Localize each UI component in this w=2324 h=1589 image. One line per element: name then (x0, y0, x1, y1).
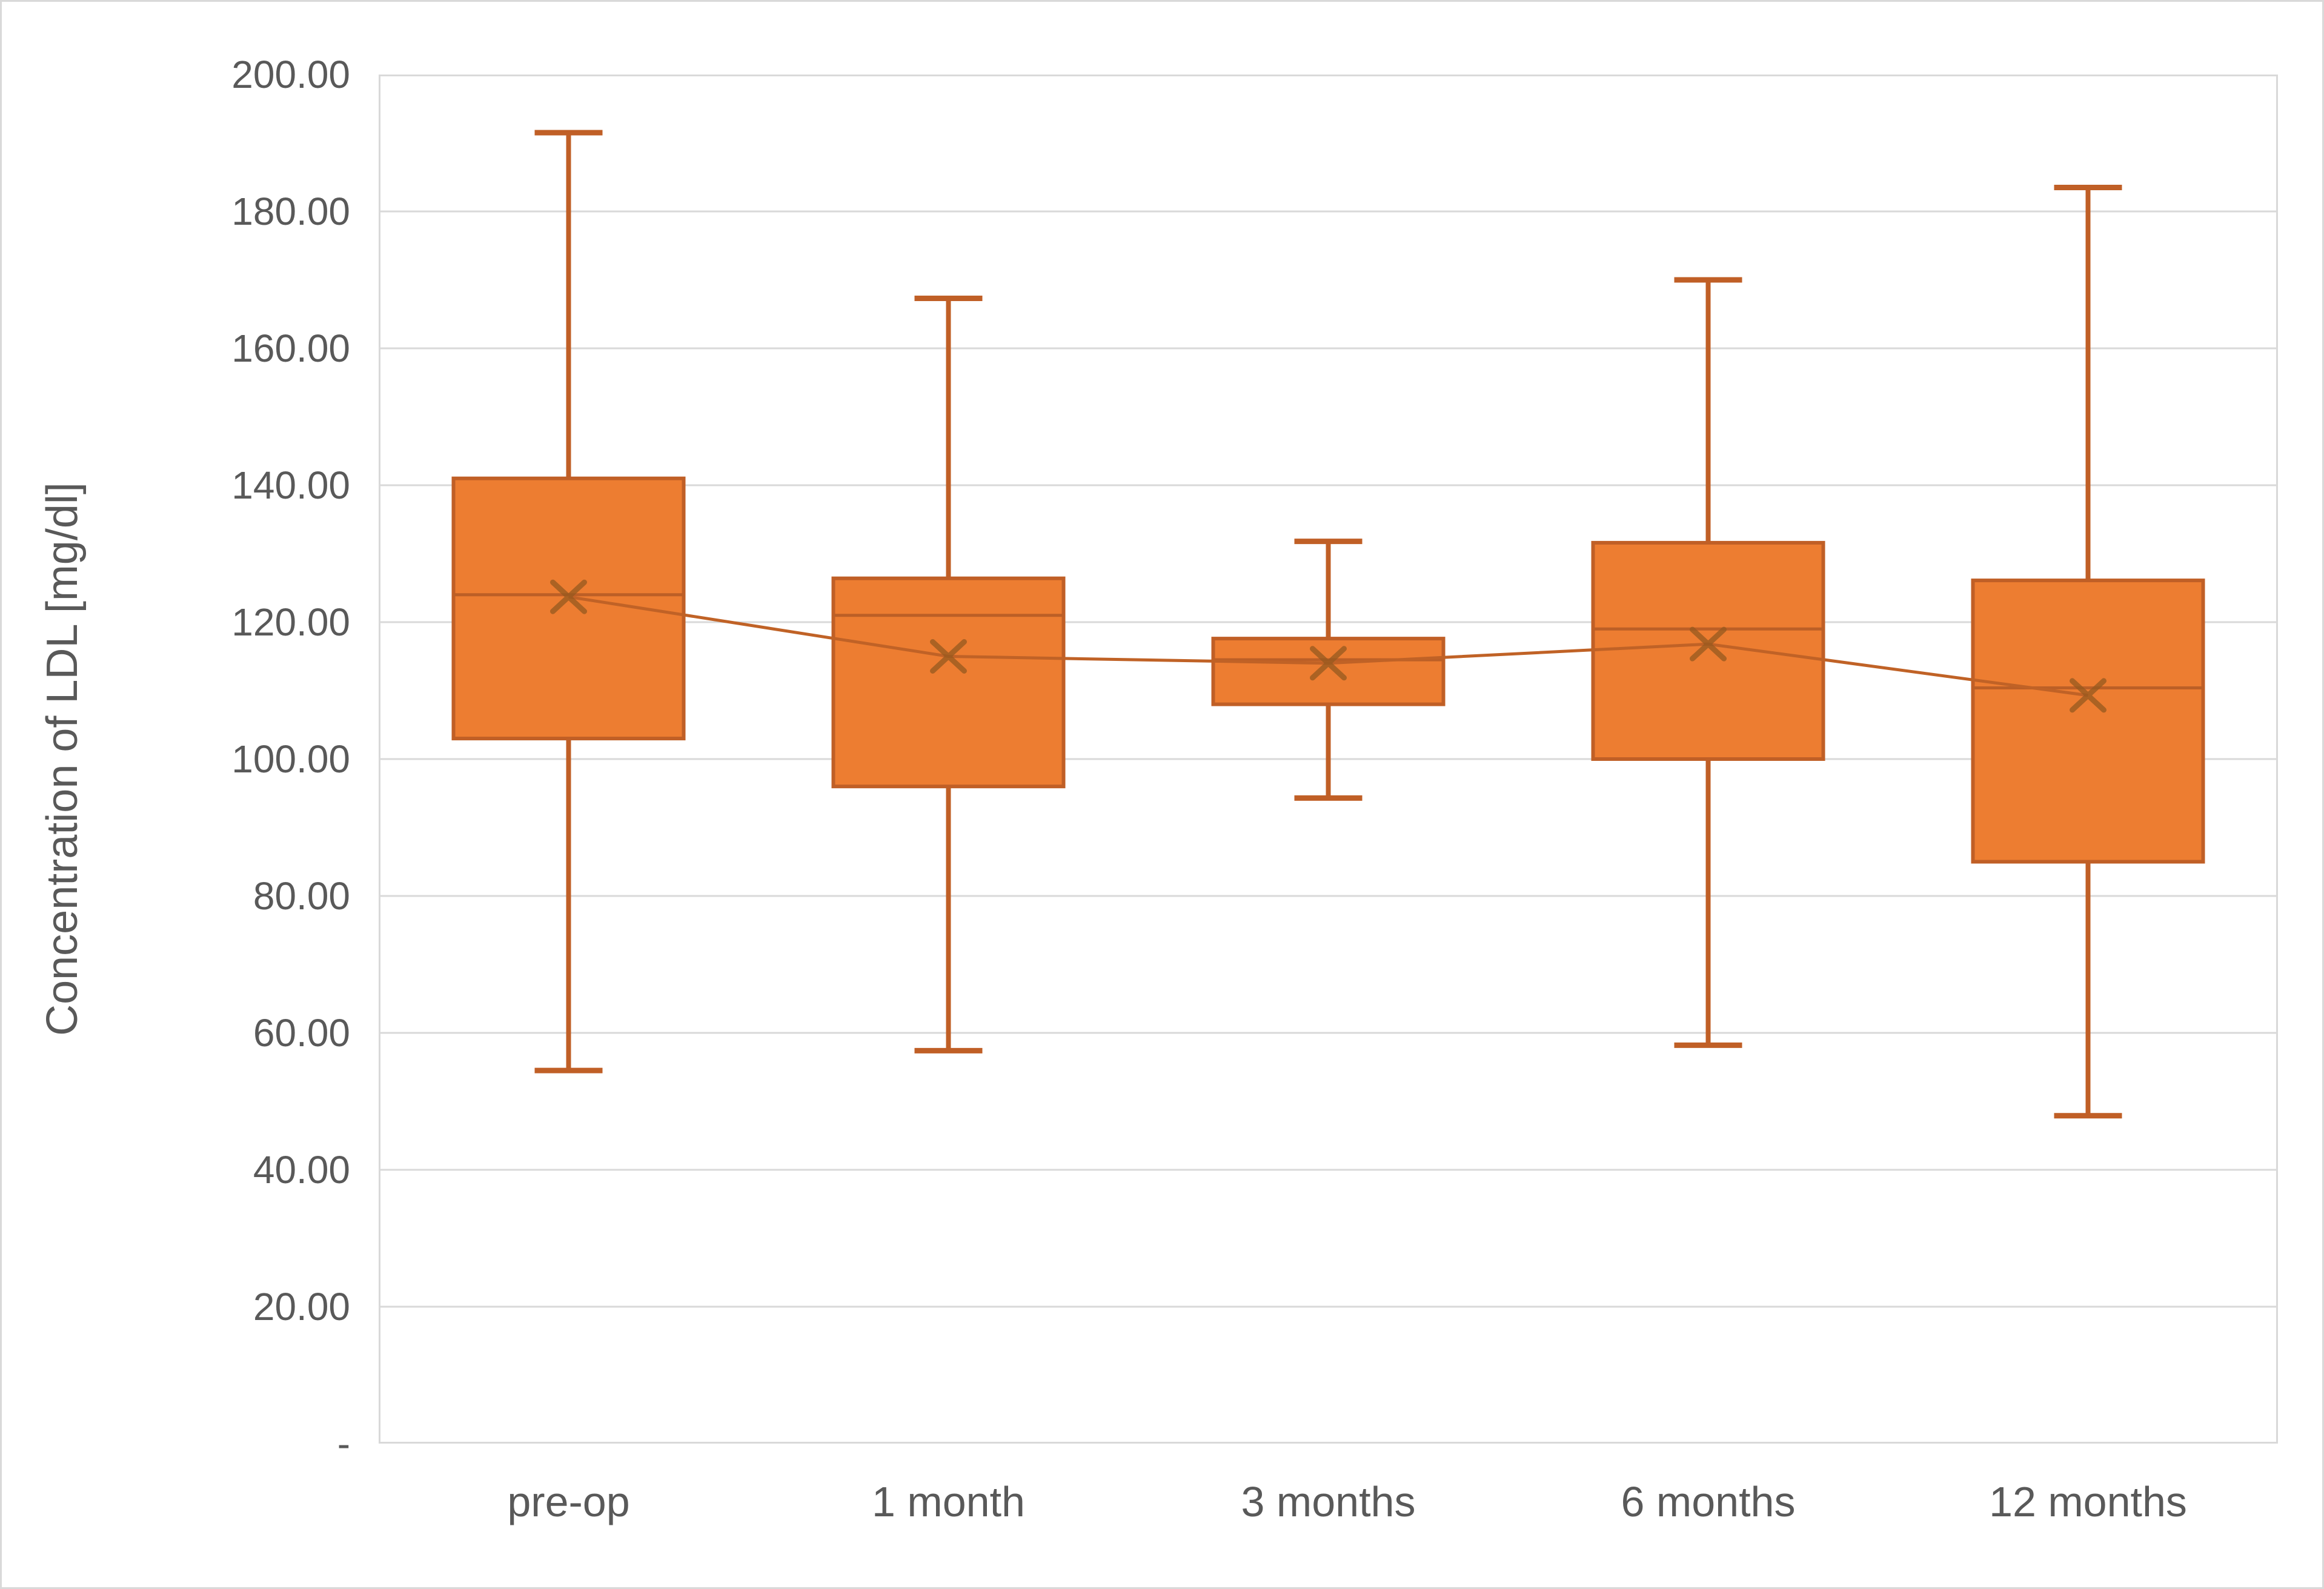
box-group-6-months (1591, 277, 1825, 1048)
iqr-box (831, 576, 1066, 789)
iqr-box (1971, 579, 2205, 864)
mean-marker-stroke (1690, 626, 1727, 662)
x-axis-label: 6 months (1621, 1478, 1796, 1525)
y-axis-tick-label: 180.00 (231, 190, 350, 233)
mean-marker-stroke (2070, 678, 2107, 713)
y-axis-tick-label: 140.00 (231, 463, 350, 507)
y-axis-tick-label: 160.00 (231, 327, 350, 370)
y-axis-tick-label: 100.00 (231, 737, 350, 781)
x-axis-label: 1 month (872, 1478, 1025, 1525)
y-axis-tick-label: 200.00 (231, 53, 350, 96)
box-group-12-months (1971, 184, 2205, 1119)
y-axis-tick-label: 120.00 (231, 600, 350, 644)
mean-marker-stroke (1310, 646, 1347, 681)
y-axis-title: Concentration of LDL [mg/dl] (38, 482, 87, 1036)
boxplot-svg (379, 75, 2278, 1444)
box-group-1-month (831, 296, 1066, 1053)
y-axis-tick-label: 60.00 (253, 1011, 350, 1055)
mean-marker (930, 639, 967, 674)
mean-marker-stroke (550, 579, 587, 614)
iqr-box (1211, 637, 1446, 706)
mean-marker (2070, 678, 2107, 713)
y-axis-tick-label: 40.00 (253, 1148, 350, 1192)
plot-area (379, 75, 2278, 1444)
mean-marker-stroke (930, 639, 967, 674)
iqr-box (1591, 540, 1825, 761)
y-axis-tick-label: 20.00 (253, 1285, 350, 1329)
y-axis-tick-label: 80.00 (253, 874, 350, 918)
mean-marker (550, 579, 587, 614)
x-axis-label: 12 months (1989, 1478, 2187, 1525)
mean-marker (1690, 626, 1727, 662)
y-axis-tick-label: - (337, 1422, 350, 1465)
box-group-pre-op (451, 130, 686, 1073)
mean-marker (1310, 646, 1347, 681)
plot-border (379, 75, 2278, 1444)
x-axis-label: pre-op (507, 1478, 630, 1525)
x-axis-label: 3 months (1241, 1478, 1416, 1525)
box-group-3-months (1211, 539, 1446, 801)
